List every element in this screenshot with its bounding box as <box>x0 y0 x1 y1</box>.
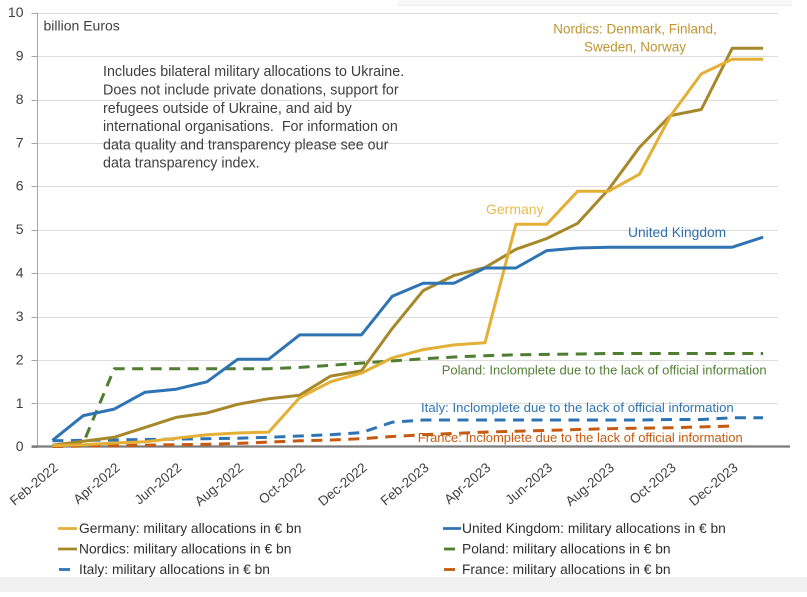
svg-text:0: 0 <box>16 438 24 454</box>
svg-text:France: military allocations i: France: military allocations in € bn <box>462 562 671 577</box>
svg-text:France: Inclomplete due to the: France: Inclomplete due to the lack of o… <box>418 430 743 445</box>
svg-text:5: 5 <box>16 221 24 237</box>
svg-text:9: 9 <box>16 47 24 63</box>
svg-text:data transparency index.: data transparency index. <box>103 156 260 172</box>
svg-text:Poland: Inclomplete due to the: Poland: Inclomplete due to the lack of o… <box>442 363 767 378</box>
svg-text:Does not include private donat: Does not include private donations, supp… <box>103 83 399 99</box>
svg-text:refugees outside of Ukraine, a: refugees outside of Ukraine, and aid by <box>103 101 353 117</box>
svg-text:2: 2 <box>16 351 24 367</box>
svg-text:billion Euros: billion Euros <box>44 18 120 34</box>
svg-text:6: 6 <box>16 178 24 194</box>
svg-text:3: 3 <box>16 308 24 324</box>
svg-text:Germany: Germany <box>486 201 544 217</box>
svg-text:Germany: military allocations: Germany: military allocations in € bn <box>79 521 301 536</box>
svg-text:8: 8 <box>16 91 24 107</box>
svg-text:data quality and transparency: data quality and transparency please see… <box>103 137 389 153</box>
svg-text:international organisations.: international organisations. For informa… <box>103 119 398 135</box>
svg-text:Includes bilateral military al: Includes bilateral military allocations … <box>103 64 404 80</box>
svg-text:10: 10 <box>8 4 24 20</box>
svg-text:United Kingdom: military alloc: United Kingdom: military allocations in … <box>462 521 726 536</box>
svg-text:1: 1 <box>16 395 24 411</box>
svg-text:Italy: military allocations in: Italy: military allocations in € bn <box>79 562 270 577</box>
svg-text:4: 4 <box>16 265 24 281</box>
svg-text:Poland: military allocations i: Poland: military allocations in € bn <box>462 542 671 557</box>
svg-text:Sweden, Norway: Sweden, Norway <box>584 40 686 55</box>
svg-text:Nordics: military allocations: Nordics: military allocations in € bn <box>79 542 291 557</box>
svg-text:Italy: Inclomplete due to the: Italy: Inclomplete due to the lack of of… <box>421 400 734 415</box>
svg-text:United Kingdom: United Kingdom <box>628 225 726 240</box>
svg-text:Nordics: Denmark, Finland,: Nordics: Denmark, Finland, <box>553 22 717 37</box>
svg-text:7: 7 <box>16 134 24 150</box>
